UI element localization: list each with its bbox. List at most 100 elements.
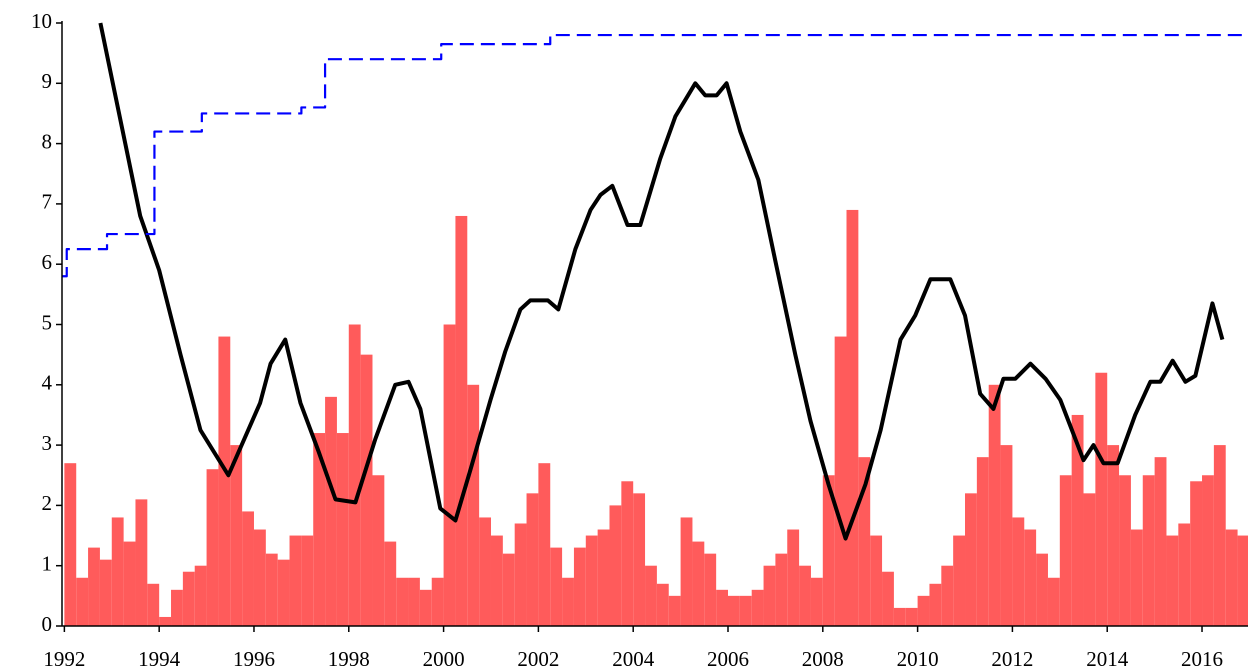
- bar: [1213, 445, 1226, 626]
- bar: [751, 589, 764, 626]
- bar: [550, 547, 563, 626]
- bar: [1059, 475, 1072, 626]
- bar: [1012, 517, 1025, 626]
- bar: [455, 215, 468, 626]
- y-tick-label: 7: [42, 190, 53, 214]
- x-tick-label: 2004: [612, 647, 655, 671]
- bar: [289, 535, 302, 626]
- bar: [1202, 475, 1214, 626]
- bar: [277, 559, 290, 626]
- bar: [633, 493, 646, 626]
- bar: [680, 517, 693, 626]
- x-tick-label: 2006: [707, 647, 749, 671]
- bar: [313, 433, 326, 626]
- bar: [159, 616, 172, 626]
- bar: [846, 209, 859, 626]
- bar: [182, 571, 195, 626]
- bar: [1178, 523, 1191, 626]
- y-tick-label: 1: [42, 552, 53, 576]
- bar: [858, 457, 871, 626]
- bar: [123, 541, 136, 626]
- bar: [206, 469, 219, 626]
- bar: [88, 547, 100, 626]
- bar: [1000, 445, 1013, 626]
- y-tick-label: 3: [42, 431, 53, 455]
- bar: [147, 583, 160, 626]
- bar: [1036, 553, 1048, 626]
- x-tick-label: 2010: [897, 647, 939, 671]
- y-tick-label: 9: [42, 69, 53, 93]
- bar: [727, 595, 740, 626]
- bar: [336, 433, 349, 626]
- x-tick-label: 2000: [423, 647, 465, 671]
- bar: [76, 577, 89, 626]
- bar: [941, 565, 954, 626]
- bar: [1119, 475, 1131, 626]
- bar: [443, 324, 456, 626]
- bar: [988, 384, 1001, 626]
- bar: [538, 463, 551, 626]
- bar: [99, 559, 112, 626]
- x-tick-label: 1994: [138, 647, 181, 671]
- bar: [396, 577, 409, 626]
- bar: [787, 529, 800, 626]
- bar: [265, 553, 278, 626]
- bar: [870, 535, 883, 626]
- x-tick-label: 2016: [1181, 647, 1223, 671]
- x-tick-label: 2012: [991, 647, 1033, 671]
- y-tick-label: 4: [42, 371, 53, 395]
- bar: [562, 577, 574, 626]
- bar: [490, 535, 503, 626]
- y-tick-label: 5: [42, 310, 53, 334]
- bar: [467, 384, 480, 626]
- bar: [1047, 577, 1060, 626]
- bar: [1107, 445, 1120, 626]
- bar: [64, 463, 77, 626]
- bar: [1154, 457, 1167, 626]
- lines: [62, 22, 1248, 541]
- bar: [1095, 372, 1108, 626]
- line-series: [98, 22, 1225, 541]
- bar: [799, 565, 811, 626]
- bar: [1024, 529, 1037, 626]
- bar: [917, 595, 930, 626]
- y-tick-label: 8: [42, 129, 53, 153]
- bar: [194, 565, 207, 626]
- bar: [929, 583, 942, 626]
- bar: [1190, 481, 1203, 626]
- bar: [716, 589, 728, 626]
- bar: [609, 505, 622, 626]
- bar: [360, 354, 373, 626]
- bar: [905, 607, 918, 626]
- bar: [1166, 535, 1179, 626]
- bar: [645, 565, 657, 626]
- bar: [218, 336, 231, 626]
- bar: [479, 517, 491, 626]
- x-tick-label: 2014: [1086, 647, 1129, 671]
- bar: [253, 529, 266, 626]
- line-series: [62, 33, 1248, 278]
- bar: [763, 565, 776, 626]
- bar: [834, 336, 847, 626]
- y-tick-label: 0: [42, 612, 53, 636]
- bar: [1130, 529, 1143, 626]
- bar: [502, 553, 515, 626]
- bar: [230, 445, 243, 626]
- y-tick-label: 2: [42, 491, 53, 515]
- bar: [384, 541, 397, 626]
- bar: [739, 595, 752, 626]
- bar: [597, 529, 610, 626]
- bar: [372, 475, 385, 626]
- x-tick-label: 1996: [233, 647, 275, 671]
- bar: [822, 475, 835, 626]
- bar: [1225, 529, 1238, 626]
- y-tick-label: 10: [31, 9, 52, 33]
- bar: [171, 589, 183, 626]
- bar: [585, 535, 598, 626]
- bar: [573, 547, 586, 626]
- bar: [1071, 414, 1084, 626]
- bar: [514, 523, 527, 626]
- bar: [1237, 535, 1248, 626]
- bar: [965, 493, 977, 626]
